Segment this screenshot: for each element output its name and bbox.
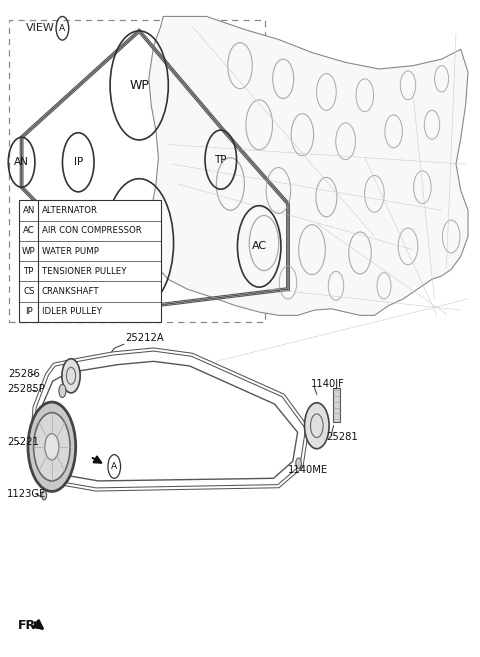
Text: AN: AN: [23, 206, 35, 215]
Ellipse shape: [59, 384, 66, 397]
Text: AIR CON COMPRESSOR: AIR CON COMPRESSOR: [42, 226, 142, 235]
Bar: [19, 200, 161, 322]
Text: ALTERNATOR: ALTERNATOR: [42, 206, 98, 215]
Text: 25212A: 25212A: [125, 333, 164, 343]
Ellipse shape: [28, 402, 76, 491]
Text: CRANKSHAFT: CRANKSHAFT: [42, 287, 99, 296]
Polygon shape: [149, 16, 468, 315]
Text: WP: WP: [22, 246, 36, 256]
Text: 25286: 25286: [9, 369, 40, 380]
Text: IP: IP: [73, 157, 83, 168]
Text: 25285P: 25285P: [7, 384, 45, 394]
Text: A: A: [60, 24, 65, 33]
Text: TP: TP: [24, 267, 34, 276]
Text: AN: AN: [14, 157, 29, 168]
Text: 1140JF: 1140JF: [311, 379, 345, 390]
Text: 25221: 25221: [7, 436, 39, 447]
Text: CS: CS: [23, 287, 35, 296]
Text: AC: AC: [23, 226, 35, 235]
Text: AC: AC: [252, 241, 267, 252]
Ellipse shape: [34, 413, 70, 481]
Text: IP: IP: [25, 307, 33, 316]
Text: TP: TP: [215, 154, 227, 165]
Bar: [9, 20, 265, 322]
Text: WP: WP: [129, 79, 149, 92]
Ellipse shape: [304, 403, 329, 449]
Text: A: A: [111, 462, 117, 471]
Text: CS: CS: [131, 237, 147, 250]
Text: VIEW: VIEW: [26, 23, 55, 34]
Text: 25281: 25281: [326, 432, 358, 442]
Ellipse shape: [62, 359, 80, 393]
Text: 1140ME: 1140ME: [288, 465, 328, 476]
Text: 1123GF: 1123GF: [7, 489, 46, 499]
Text: IDLER PULLEY: IDLER PULLEY: [42, 307, 102, 316]
Ellipse shape: [42, 491, 47, 500]
Text: TENSIONER PULLEY: TENSIONER PULLEY: [42, 267, 126, 276]
Bar: [333, 388, 340, 422]
Ellipse shape: [296, 458, 301, 468]
Ellipse shape: [45, 434, 59, 460]
Text: FR.: FR.: [18, 619, 41, 632]
Text: WATER PUMP: WATER PUMP: [42, 246, 98, 256]
